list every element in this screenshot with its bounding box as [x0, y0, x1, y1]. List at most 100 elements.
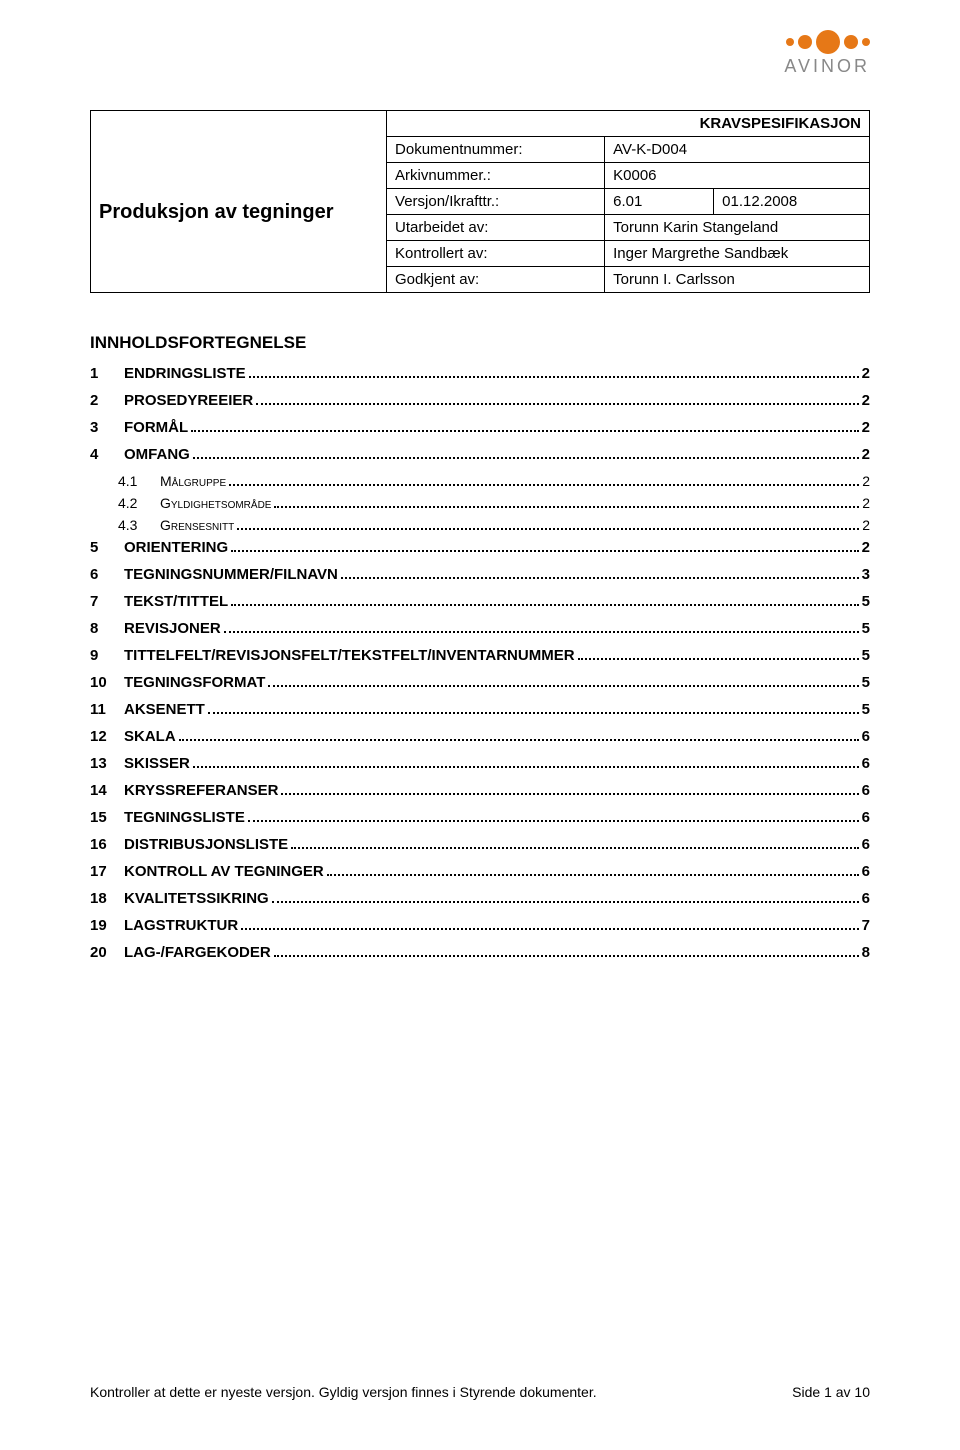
toc-number: 14 [90, 782, 124, 799]
toc-leader-dots [274, 955, 859, 957]
toc-label: TEGNINGSNUMMER/FILNAVN [124, 566, 338, 583]
toc-label: TITTELFELT/REVISJONSFELT/TEKSTFELT/INVEN… [124, 647, 575, 664]
toc-leader-dots [193, 766, 859, 768]
toc-label: REVISJONER [124, 620, 221, 637]
toc-page-number: 6 [862, 836, 870, 853]
toc-label: TEKST/TITTEL [124, 593, 228, 610]
toc-number: 3 [90, 419, 124, 436]
toc-entry[interactable]: 12SKALA6 [90, 728, 870, 745]
toc-number: 4.3 [118, 517, 160, 533]
toc-leader-dots [231, 550, 858, 552]
toc-entry[interactable]: 15TEGNINGSLISTE 6 [90, 809, 870, 826]
toc-number: 20 [90, 944, 124, 961]
toc-page-number: 6 [862, 809, 870, 826]
toc-label: LAG-/FARGEKODER [124, 944, 271, 961]
toc-page-number: 2 [862, 495, 870, 511]
toc-label: ENDRINGSLISTE [124, 365, 246, 382]
logo-text: AVINOR [784, 56, 870, 77]
toc-label: PROSEDYREEIER [124, 392, 253, 409]
toc-entry[interactable]: 14KRYSSREFERANSER6 [90, 782, 870, 799]
toc-label: SKALA [124, 728, 176, 745]
meta-value: Torunn I. Carlsson [605, 267, 870, 293]
toc-entry[interactable]: 9TITTELFELT/REVISJONSFELT/TEKSTFELT/INVE… [90, 647, 870, 664]
meta-label: Godkjent av: [387, 267, 605, 293]
toc-number: 8 [90, 620, 124, 637]
toc-entry[interactable]: 4OMFANG 2 [90, 446, 870, 463]
toc-entry[interactable]: 5ORIENTERING2 [90, 539, 870, 556]
toc-page-number: 5 [862, 701, 870, 718]
toc-entry[interactable]: 6TEGNINGSNUMMER/FILNAVN3 [90, 566, 870, 583]
toc-leader-dots [341, 577, 859, 579]
toc-page-number: 6 [862, 890, 870, 907]
logo-dot [862, 38, 870, 46]
meta-value: 01.12.2008 [714, 189, 870, 215]
toc-number: 4.2 [118, 495, 160, 511]
toc-label: TEGNINGSLISTE [124, 809, 245, 826]
toc-number: 16 [90, 836, 124, 853]
toc-leader-dots [291, 847, 858, 849]
toc-leader-dots [193, 457, 859, 459]
toc-label: OMFANG [124, 446, 190, 463]
toc-page-number: 2 [862, 539, 870, 556]
toc-page-number: 5 [862, 674, 870, 691]
meta-label: Utarbeidet av: [387, 215, 605, 241]
toc-number: 15 [90, 809, 124, 826]
meta-label: Versjon/Ikrafttr.: [387, 189, 605, 215]
toc-entry[interactable]: 4.3Grensesnitt2 [90, 517, 870, 533]
toc-entry[interactable]: 8REVISJONER 5 [90, 620, 870, 637]
toc-number: 1 [90, 365, 124, 382]
toc-entry[interactable]: 18KVALITETSSIKRING 6 [90, 890, 870, 907]
toc-label: DISTRIBUSJONSLISTE [124, 836, 288, 853]
toc-number: 4 [90, 446, 124, 463]
toc-page-number: 5 [862, 647, 870, 664]
toc-leader-dots [241, 928, 859, 930]
toc-number: 9 [90, 647, 124, 664]
meta-value: Torunn Karin Stangeland [605, 215, 870, 241]
toc-entry[interactable]: 16DISTRIBUSJONSLISTE 6 [90, 836, 870, 853]
page-footer: Kontroller at dette er nyeste versjon. G… [90, 1384, 870, 1400]
toc-entry[interactable]: 4.2Gyldighetsområde 2 [90, 495, 870, 511]
toc-leader-dots [237, 528, 859, 530]
toc-entry[interactable]: 13SKISSER6 [90, 755, 870, 772]
logo-dot [786, 38, 794, 46]
toc-leader-dots [229, 484, 859, 486]
toc-number: 5 [90, 539, 124, 556]
toc-entry[interactable]: 1ENDRINGSLISTE 2 [90, 365, 870, 382]
document-header-table: Produksjon av tegninger KRAVSPESIFIKASJO… [90, 110, 870, 293]
toc-page-number: 2 [862, 365, 870, 382]
toc-label: Målgruppe [160, 473, 226, 489]
table-of-contents: 1ENDRINGSLISTE22PROSEDYREEIER23FORMÅL24O… [90, 365, 870, 961]
toc-entry[interactable]: 2PROSEDYREEIER2 [90, 392, 870, 409]
toc-number: 7 [90, 593, 124, 610]
toc-heading: INNHOLDSFORTEGNELSE [90, 333, 870, 353]
toc-entry[interactable]: 3FORMÅL2 [90, 419, 870, 436]
toc-number: 10 [90, 674, 124, 691]
toc-page-number: 5 [862, 593, 870, 610]
footer-note: Kontroller at dette er nyeste versjon. G… [90, 1384, 597, 1400]
toc-number: 18 [90, 890, 124, 907]
toc-label: LAGSTRUKTUR [124, 917, 238, 934]
toc-label: Gyldighetsområde [160, 495, 271, 511]
toc-page-number: 5 [862, 620, 870, 637]
toc-page-number: 2 [862, 446, 870, 463]
meta-value: K0006 [605, 163, 870, 189]
document-title: Produksjon av tegninger [99, 201, 378, 224]
logo-dots [784, 30, 870, 54]
meta-label: Dokumentnummer: [387, 137, 605, 163]
toc-page-number: 2 [862, 419, 870, 436]
footer-page: Side 1 av 10 [792, 1384, 870, 1400]
toc-label: KVALITETSSIKRING [124, 890, 269, 907]
toc-leader-dots [578, 658, 859, 660]
toc-entry[interactable]: 4.1Målgruppe2 [90, 473, 870, 489]
toc-entry[interactable]: 10TEGNINGSFORMAT5 [90, 674, 870, 691]
toc-leader-dots [208, 712, 859, 714]
toc-number: 17 [90, 863, 124, 880]
toc-entry[interactable]: 7TEKST/TITTEL 5 [90, 593, 870, 610]
toc-page-number: 2 [862, 392, 870, 409]
toc-entry[interactable]: 20LAG-/FARGEKODER8 [90, 944, 870, 961]
toc-entry[interactable]: 11AKSENETT5 [90, 701, 870, 718]
toc-number: 19 [90, 917, 124, 934]
toc-leader-dots [248, 820, 859, 822]
toc-entry[interactable]: 19LAGSTRUKTUR7 [90, 917, 870, 934]
toc-entry[interactable]: 17KONTROLL AV TEGNINGER6 [90, 863, 870, 880]
